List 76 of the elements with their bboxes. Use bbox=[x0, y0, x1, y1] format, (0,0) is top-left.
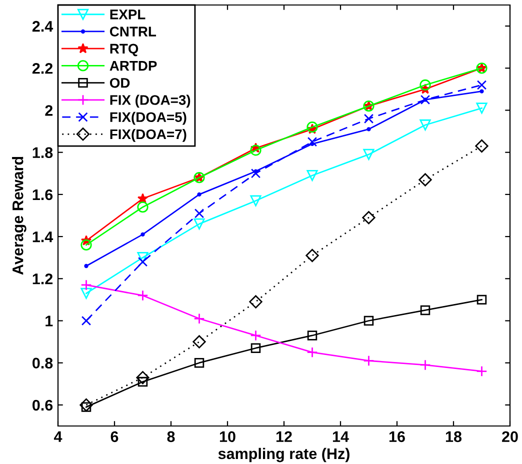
legend-label: EXPL bbox=[110, 10, 146, 20]
point bbox=[250, 144, 262, 156]
point bbox=[364, 114, 374, 124]
legend-label: FIX(DOA=5) bbox=[110, 112, 186, 125]
x-tick-label: 10 bbox=[220, 431, 236, 442]
point bbox=[306, 346, 318, 358]
point bbox=[476, 366, 488, 377]
point bbox=[194, 358, 204, 368]
legend-label: FIX(DOA=7) bbox=[110, 128, 186, 142]
point bbox=[84, 264, 88, 268]
point bbox=[363, 355, 374, 366]
point bbox=[138, 256, 148, 267]
y-tick-label: 0.8 bbox=[32, 358, 53, 369]
point bbox=[137, 252, 148, 264]
y-tick-label: 2.4 bbox=[32, 20, 54, 32]
y-tick-label: 1.6 bbox=[32, 189, 53, 200]
point bbox=[476, 102, 488, 114]
x-tick-label: 4 bbox=[54, 431, 62, 442]
point bbox=[306, 170, 318, 182]
point bbox=[140, 232, 145, 237]
point bbox=[80, 239, 92, 251]
x-tick-label: 12 bbox=[276, 431, 292, 442]
point bbox=[420, 359, 431, 371]
point bbox=[420, 94, 430, 105]
point bbox=[250, 343, 261, 353]
point bbox=[250, 168, 261, 178]
legend-label: FIX (DOA=3) bbox=[110, 94, 190, 108]
point bbox=[81, 316, 92, 326]
point bbox=[194, 208, 204, 218]
x-tick-label: 16 bbox=[389, 431, 405, 442]
y-tick-label: 2 bbox=[45, 105, 53, 116]
y-tick-label: 1.8 bbox=[32, 147, 53, 158]
point bbox=[194, 218, 205, 230]
point bbox=[307, 136, 318, 147]
y-tick-label: 0.6 bbox=[32, 400, 53, 411]
legend-label: CNTRL bbox=[110, 26, 156, 36]
y-axis-title: Average Reward bbox=[12, 156, 26, 275]
legend-label: ARTDP bbox=[110, 61, 157, 71]
x-tick-label: 20 bbox=[502, 431, 518, 442]
x-tick-label: 18 bbox=[446, 431, 462, 442]
point bbox=[137, 290, 148, 302]
y-tick-label: 1.4 bbox=[32, 232, 54, 242]
point bbox=[480, 89, 484, 94]
point bbox=[250, 330, 262, 342]
point bbox=[418, 173, 432, 186]
point bbox=[363, 148, 374, 160]
y-tick-label: 1.2 bbox=[32, 274, 53, 284]
x-tick-label: 8 bbox=[167, 431, 175, 442]
point bbox=[307, 330, 318, 340]
point bbox=[476, 80, 487, 90]
point bbox=[192, 335, 206, 348]
point bbox=[476, 294, 487, 305]
point bbox=[137, 202, 148, 213]
point bbox=[420, 305, 430, 316]
point bbox=[475, 139, 488, 153]
point bbox=[362, 211, 376, 224]
x-axis-title: sampling rate (Hz) bbox=[218, 448, 350, 462]
point bbox=[306, 248, 319, 262]
legend-label: OD bbox=[110, 78, 130, 88]
point bbox=[136, 370, 150, 384]
point bbox=[249, 295, 262, 308]
point bbox=[197, 192, 202, 197]
point bbox=[364, 316, 374, 326]
point bbox=[80, 398, 93, 412]
x-tick-label: 6 bbox=[110, 431, 118, 442]
point bbox=[80, 279, 92, 291]
y-tick-label: 1 bbox=[46, 316, 53, 326]
point bbox=[250, 195, 262, 206]
legend-label: RTQ bbox=[110, 44, 138, 56]
x-tick-label: 14 bbox=[332, 431, 349, 442]
point bbox=[80, 288, 92, 299]
point bbox=[194, 313, 205, 324]
point bbox=[366, 127, 371, 132]
y-tick-label: 2.2 bbox=[32, 63, 53, 74]
point bbox=[420, 119, 431, 131]
point bbox=[420, 79, 431, 91]
